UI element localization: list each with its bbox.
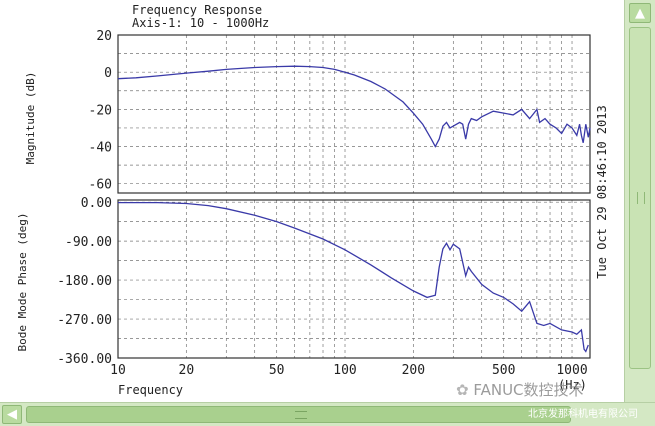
chevron-left-icon: ◀	[7, 407, 17, 422]
horizontal-scroll-thumb[interactable]	[26, 406, 571, 423]
magnitude-ytick-label: -60	[89, 178, 112, 193]
phase-ytick-label: -90.00	[65, 235, 112, 250]
magnitude-axis-label: Magnitude (dB)	[24, 72, 37, 165]
frequency-response-plot: Frequency Response Axis-1: 10 - 1000Hz 2…	[16, 3, 609, 397]
frequency-tick-label: 50	[269, 363, 285, 378]
phase-grid	[118, 200, 590, 358]
phase-ytick-label: -180.00	[57, 274, 112, 289]
phase-ytick-label: 0.00	[81, 196, 112, 211]
frequency-tick-label: 10	[110, 363, 126, 378]
magnitude-ytick-label: 20	[96, 29, 112, 44]
timestamp-label: Tue Oct 29 08:46:10 2013	[595, 105, 609, 278]
phase-ytick-label: -360.00	[57, 352, 112, 367]
frequency-tick-labels: 10 20 50 100 200 500 1000	[110, 363, 588, 378]
watermark-org: 北京发那科机电有限公司	[528, 409, 638, 420]
scroll-left-button[interactable]: ◀	[2, 405, 22, 424]
vertical-scrollbar[interactable]: ▲	[624, 0, 655, 402]
frequency-axis-label: Frequency	[118, 383, 183, 397]
phase-series-line	[118, 201, 589, 353]
chart-subtitle: Axis-1: 10 - 1000Hz	[132, 16, 269, 30]
watermark-brand-text: FANUC数控技术	[473, 381, 584, 399]
frequency-tick-label: 20	[179, 363, 195, 378]
watermark-brand: ✿ FANUC数控技术	[456, 379, 584, 400]
horizontal-scrollbar[interactable]: ◀	[0, 402, 655, 426]
magnitude-tick-labels: 20 0 -20 -40 -60	[89, 29, 112, 193]
vertical-thumb-grip	[637, 192, 645, 204]
chart-title: Frequency Response	[132, 3, 262, 17]
magnitude-ytick-label: -20	[89, 103, 112, 118]
phase-tick-labels: 0.00 -90.00 -180.00 -270.00 -360.00	[57, 196, 112, 367]
frequency-tick-label: 500	[492, 363, 515, 378]
scroll-up-button[interactable]: ▲	[629, 3, 651, 23]
magnitude-grid	[118, 35, 590, 193]
vertical-scroll-thumb[interactable]	[629, 27, 651, 369]
magnitude-ytick-label: 0	[104, 66, 112, 81]
horizontal-thumb-grip	[295, 411, 307, 419]
phase-panel-frame	[117, 199, 591, 359]
wechat-icon: ✿	[456, 381, 474, 399]
phase-ytick-label: -270.00	[57, 313, 112, 328]
frequency-tick-label: 200	[402, 363, 425, 378]
magnitude-ytick-label: -40	[89, 141, 112, 156]
phase-axis-label: Bode Mode Phase (deg)	[16, 212, 29, 351]
frequency-tick-label: 100	[333, 363, 356, 378]
frequency-unit-label: (Hz)	[558, 378, 587, 392]
magnitude-panel-frame	[117, 34, 591, 194]
frequency-tick-label: 1000	[556, 363, 587, 378]
triangle-up-icon: ▲	[635, 5, 645, 21]
magnitude-series-line	[117, 65, 591, 148]
